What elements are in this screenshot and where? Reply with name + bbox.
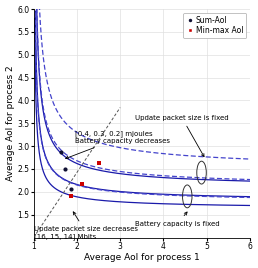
Text: Battery capacity is fixed: Battery capacity is fixed: [135, 212, 220, 227]
Legend: Sum-AoI, Min-max AoI: Sum-AoI, Min-max AoI: [183, 13, 246, 38]
Text: Update packet size decreases
[16, 15, 14] Mbits: Update packet size decreases [16, 15, 14…: [35, 212, 139, 240]
X-axis label: Average AoI for process 1: Average AoI for process 1: [84, 254, 200, 262]
Text: Update packet size is fixed: Update packet size is fixed: [135, 115, 229, 157]
Text: [0.4, 0.3, 0.2] mjoules
Battery capacity decreases: [0.4, 0.3, 0.2] mjoules Battery capacity…: [66, 130, 170, 159]
Y-axis label: Average AoI for process 2: Average AoI for process 2: [6, 65, 14, 181]
